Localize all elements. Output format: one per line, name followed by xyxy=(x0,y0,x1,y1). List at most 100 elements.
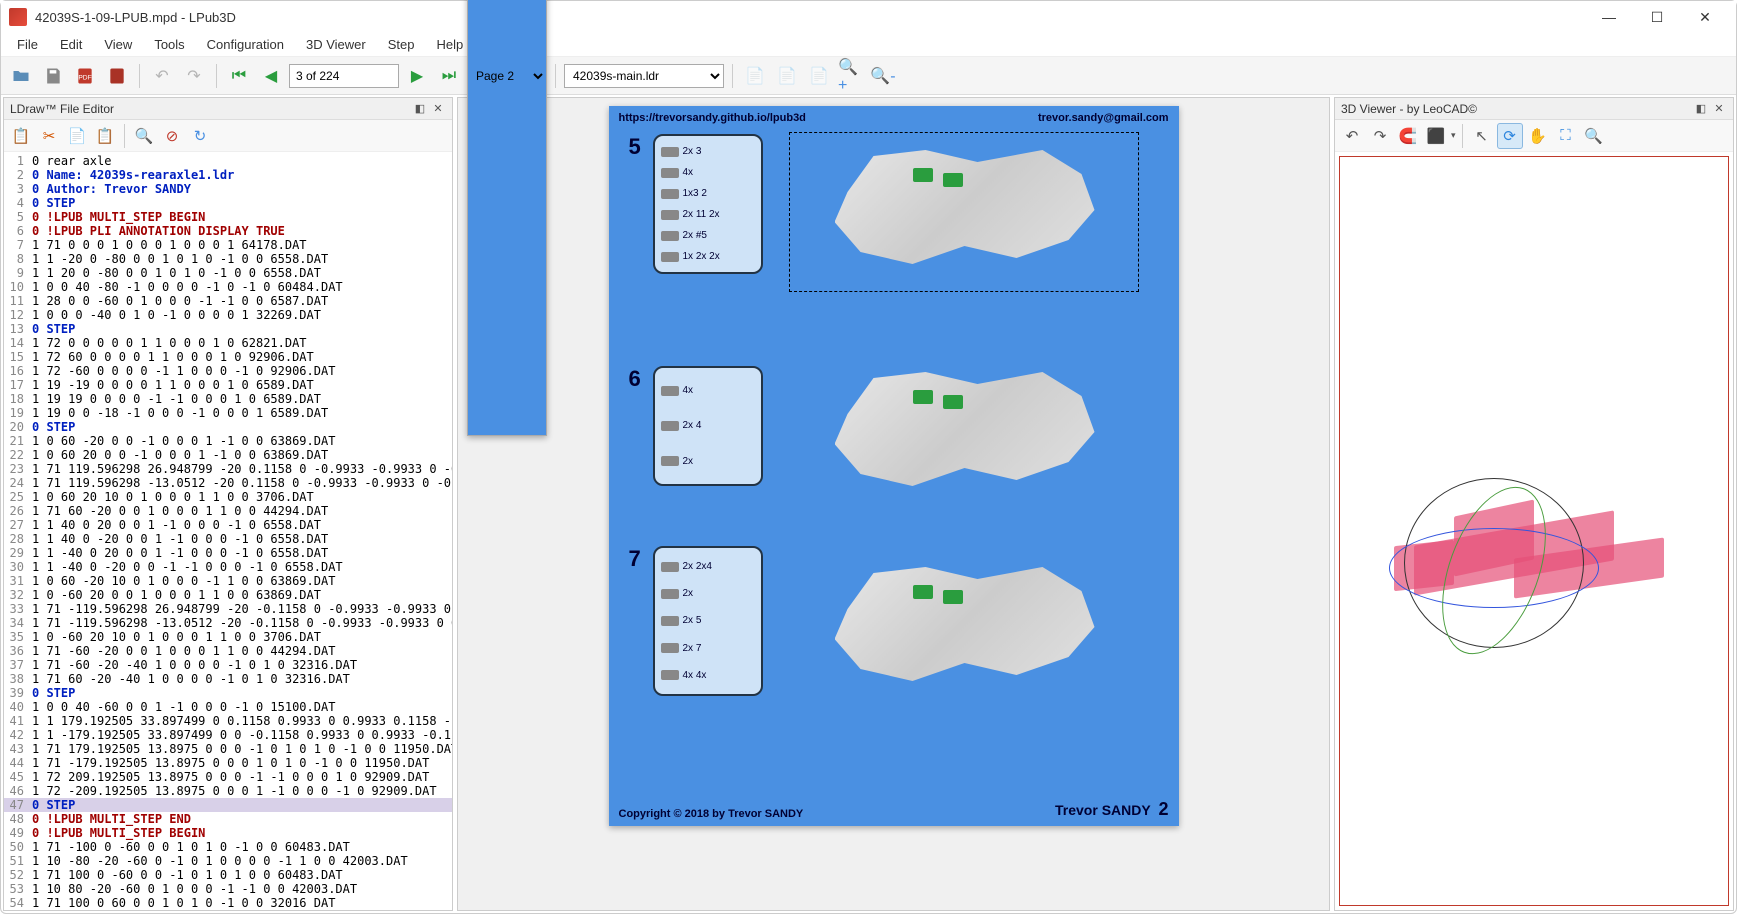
code-line[interactable]: 470 STEP xyxy=(4,798,452,812)
panel-float-icon[interactable]: ◧ xyxy=(412,101,428,117)
redo-icon[interactable]: ↷ xyxy=(180,62,208,90)
save-icon[interactable] xyxy=(39,62,67,90)
code-line[interactable]: 341 71 -119.596298 -13.0512 -20 -0.1158 … xyxy=(4,616,452,630)
minimize-button[interactable]: — xyxy=(1586,3,1632,31)
panel-close-icon[interactable]: ✕ xyxy=(430,101,446,117)
code-editor[interactable]: 10 rear axle20 Name: 42039s-rearaxle1.ld… xyxy=(4,152,452,910)
file-combo[interactable]: 42039s-main.ldr xyxy=(564,64,724,88)
delete-icon[interactable]: ⊘ xyxy=(159,123,185,149)
code-line[interactable]: 181 19 19 0 0 0 0 -1 -1 0 0 0 1 0 6589.D… xyxy=(4,392,452,406)
code-line[interactable]: 390 STEP xyxy=(4,686,452,700)
step-5[interactable]: 52x 34x1x3 22x 11 2x2x #51x 2x 2x xyxy=(629,134,1159,274)
paste-icon[interactable]: 📄 xyxy=(64,123,90,149)
code-line[interactable]: 141 72 0 0 0 0 0 1 1 0 0 0 1 0 62821.DAT xyxy=(4,336,452,350)
page-field[interactable] xyxy=(289,64,399,88)
parts-list[interactable]: 2x 2x42x2x 52x 74x 4x xyxy=(653,546,763,696)
menu-tools[interactable]: Tools xyxy=(144,34,194,55)
code-line[interactable]: 411 1 179.192505 33.897499 0 0.1158 0.99… xyxy=(4,714,452,728)
code-line[interactable]: 20 Name: 42039s-rearaxle1.ldr xyxy=(4,168,452,182)
code-line[interactable]: 361 71 -60 -20 0 0 1 0 0 0 1 1 0 0 44294… xyxy=(4,644,452,658)
code-line[interactable]: 10 rear axle xyxy=(4,154,452,168)
step-6[interactable]: 64x2x 42x xyxy=(629,366,1159,486)
code-line[interactable]: 501 71 -100 0 -60 0 0 1 0 1 0 -1 0 0 604… xyxy=(4,840,452,854)
step-7[interactable]: 72x 2x42x2x 52x 74x 4x xyxy=(629,546,1159,696)
pdf-icon[interactable]: PDF xyxy=(71,62,99,90)
code-line[interactable]: 371 71 -60 -20 -40 1 0 0 0 0 -1 0 1 0 32… xyxy=(4,658,452,672)
panel-float-icon[interactable]: ◧ xyxy=(1693,101,1709,117)
next-page-icon[interactable]: ▶ xyxy=(403,62,431,90)
parts-list[interactable]: 2x 34x1x3 22x 11 2x2x #51x 2x 2x xyxy=(653,134,763,274)
code-line[interactable]: 231 71 119.596298 26.948799 -20 0.1158 0… xyxy=(4,462,452,476)
find-icon[interactable]: 🔍 xyxy=(131,123,157,149)
menu-edit[interactable]: Edit xyxy=(50,34,92,55)
magnet-icon[interactable]: 🧲 xyxy=(1395,123,1421,149)
rotate-icon[interactable]: ⟳ xyxy=(1497,123,1523,149)
code-line[interactable]: 251 0 60 20 10 0 1 0 0 0 1 1 0 0 3706.DA… xyxy=(4,490,452,504)
first-page-icon[interactable]: ⏮ xyxy=(225,62,253,90)
code-line[interactable]: 381 71 60 -20 -40 1 0 0 0 0 -1 0 1 0 323… xyxy=(4,672,452,686)
code-line[interactable]: 60 !LPUB PLI ANNOTATION DISPLAY TRUE xyxy=(4,224,452,238)
assembly-image[interactable] xyxy=(771,366,1159,486)
menu-file[interactable]: File xyxy=(7,34,48,55)
doc1-icon[interactable]: 📄 xyxy=(741,62,769,90)
code-line[interactable]: 451 72 209.192505 13.8975 0 0 0 -1 -1 0 … xyxy=(4,770,452,784)
code-line[interactable]: 130 STEP xyxy=(4,322,452,336)
panel-close-icon[interactable]: ✕ xyxy=(1711,101,1727,117)
zoom-icon[interactable]: 🔍 xyxy=(1581,123,1607,149)
code-line[interactable]: 311 0 60 -20 10 0 1 0 0 0 -1 1 0 0 63869… xyxy=(4,574,452,588)
assembly-image[interactable] xyxy=(771,134,1159,274)
code-line[interactable]: 461 72 -209.192505 13.8975 0 0 0 1 -1 0 … xyxy=(4,784,452,798)
copy-icon[interactable]: 📋 xyxy=(8,123,34,149)
code-line[interactable]: 331 71 -119.596298 26.948799 -20 -0.1158… xyxy=(4,602,452,616)
pdf-alt-icon[interactable] xyxy=(103,62,131,90)
doc2-icon[interactable]: 📄 xyxy=(773,62,801,90)
parts-list[interactable]: 4x2x 42x xyxy=(653,366,763,486)
code-line[interactable]: 171 19 -19 0 0 0 0 1 1 0 0 0 1 0 6589.DA… xyxy=(4,378,452,392)
code-line[interactable]: 321 0 -60 20 0 0 1 0 0 0 1 1 0 0 63869.D… xyxy=(4,588,452,602)
v-redo-icon[interactable]: ↷ xyxy=(1367,123,1393,149)
code-line[interactable]: 191 19 0 0 -18 -1 0 0 0 -1 0 0 0 1 6589.… xyxy=(4,406,452,420)
code-line[interactable]: 91 1 20 0 -80 0 0 1 0 1 0 -1 0 0 6558.DA… xyxy=(4,266,452,280)
clipboard-icon[interactable]: 📋 xyxy=(92,123,118,149)
code-line[interactable]: 151 72 60 0 0 0 0 1 1 0 0 0 1 0 92906.DA… xyxy=(4,350,452,364)
refresh-icon[interactable]: ↻ xyxy=(187,123,213,149)
menu-configuration[interactable]: Configuration xyxy=(197,34,294,55)
code-line[interactable]: 301 1 -40 0 -20 0 0 -1 -1 0 0 0 -1 0 655… xyxy=(4,560,452,574)
v-undo-icon[interactable]: ↶ xyxy=(1339,123,1365,149)
assembly-image[interactable] xyxy=(771,546,1159,696)
code-line[interactable]: 261 71 60 -20 0 0 1 0 0 0 1 1 0 0 44294.… xyxy=(4,504,452,518)
code-line[interactable]: 111 28 0 0 -60 0 1 0 0 0 -1 -1 0 0 6587.… xyxy=(4,294,452,308)
maximize-button[interactable]: ☐ xyxy=(1634,3,1680,31)
code-line[interactable]: 490 !LPUB MULTI_STEP BEGIN xyxy=(4,826,452,840)
undo-icon[interactable]: ↶ xyxy=(148,62,176,90)
code-line[interactable]: 441 71 -179.192505 13.8975 0 0 0 1 0 1 0… xyxy=(4,756,452,770)
code-line[interactable]: 121 0 0 0 -40 0 1 0 -1 0 0 0 0 1 32269.D… xyxy=(4,308,452,322)
code-line[interactable]: 30 Author: Trevor SANDY xyxy=(4,182,452,196)
code-line[interactable]: 40 STEP xyxy=(4,196,452,210)
doc3-icon[interactable]: 📄 xyxy=(805,62,833,90)
cube-icon[interactable]: ⬛ xyxy=(1423,123,1449,149)
cut-icon[interactable]: ✂ xyxy=(36,123,62,149)
menu-3d-viewer[interactable]: 3D Viewer xyxy=(296,34,376,55)
zoom-in-icon[interactable]: 🔍+ xyxy=(837,62,865,90)
code-line[interactable]: 401 0 0 40 -60 0 0 1 -1 0 0 0 -1 0 15100… xyxy=(4,700,452,714)
code-line[interactable]: 431 71 179.192505 13.8975 0 0 0 -1 0 1 0… xyxy=(4,742,452,756)
code-line[interactable]: 291 1 -40 0 20 0 0 1 -1 0 0 0 -1 0 6558.… xyxy=(4,546,452,560)
code-line[interactable]: 101 0 0 40 -80 -1 0 0 0 0 -1 0 -1 0 6048… xyxy=(4,280,452,294)
code-line[interactable]: 351 0 -60 20 10 0 1 0 0 0 1 1 0 0 3706.D… xyxy=(4,630,452,644)
code-line[interactable]: 241 71 119.596298 -13.0512 -20 0.1158 0 … xyxy=(4,476,452,490)
code-line[interactable]: 531 10 80 -20 -60 0 1 0 0 0 -1 -1 0 0 42… xyxy=(4,882,452,896)
pan-icon[interactable]: ✋ xyxy=(1525,123,1551,149)
3d-viewport[interactable] xyxy=(1339,156,1729,906)
code-line[interactable]: 541 71 100 0 60 0 0 1 0 1 0 -1 0 0 32016… xyxy=(4,896,452,910)
instruction-page[interactable]: https://trevorsandy.github.io/lpub3d tre… xyxy=(609,106,1179,826)
code-line[interactable]: 271 1 40 0 20 0 0 1 -1 0 0 0 -1 0 6558.D… xyxy=(4,518,452,532)
zoom-region-icon[interactable]: ⛶ xyxy=(1553,123,1579,149)
cursor-icon[interactable]: ↖ xyxy=(1469,123,1495,149)
last-page-icon[interactable]: ⏭ xyxy=(435,62,463,90)
code-line[interactable]: 71 71 0 0 0 1 0 0 0 1 0 0 0 1 64178.DAT xyxy=(4,238,452,252)
code-line[interactable]: 221 0 60 20 0 0 -1 0 0 0 1 -1 0 0 63869.… xyxy=(4,448,452,462)
code-line[interactable]: 200 STEP xyxy=(4,420,452,434)
menu-view[interactable]: View xyxy=(94,34,142,55)
open-icon[interactable] xyxy=(7,62,35,90)
